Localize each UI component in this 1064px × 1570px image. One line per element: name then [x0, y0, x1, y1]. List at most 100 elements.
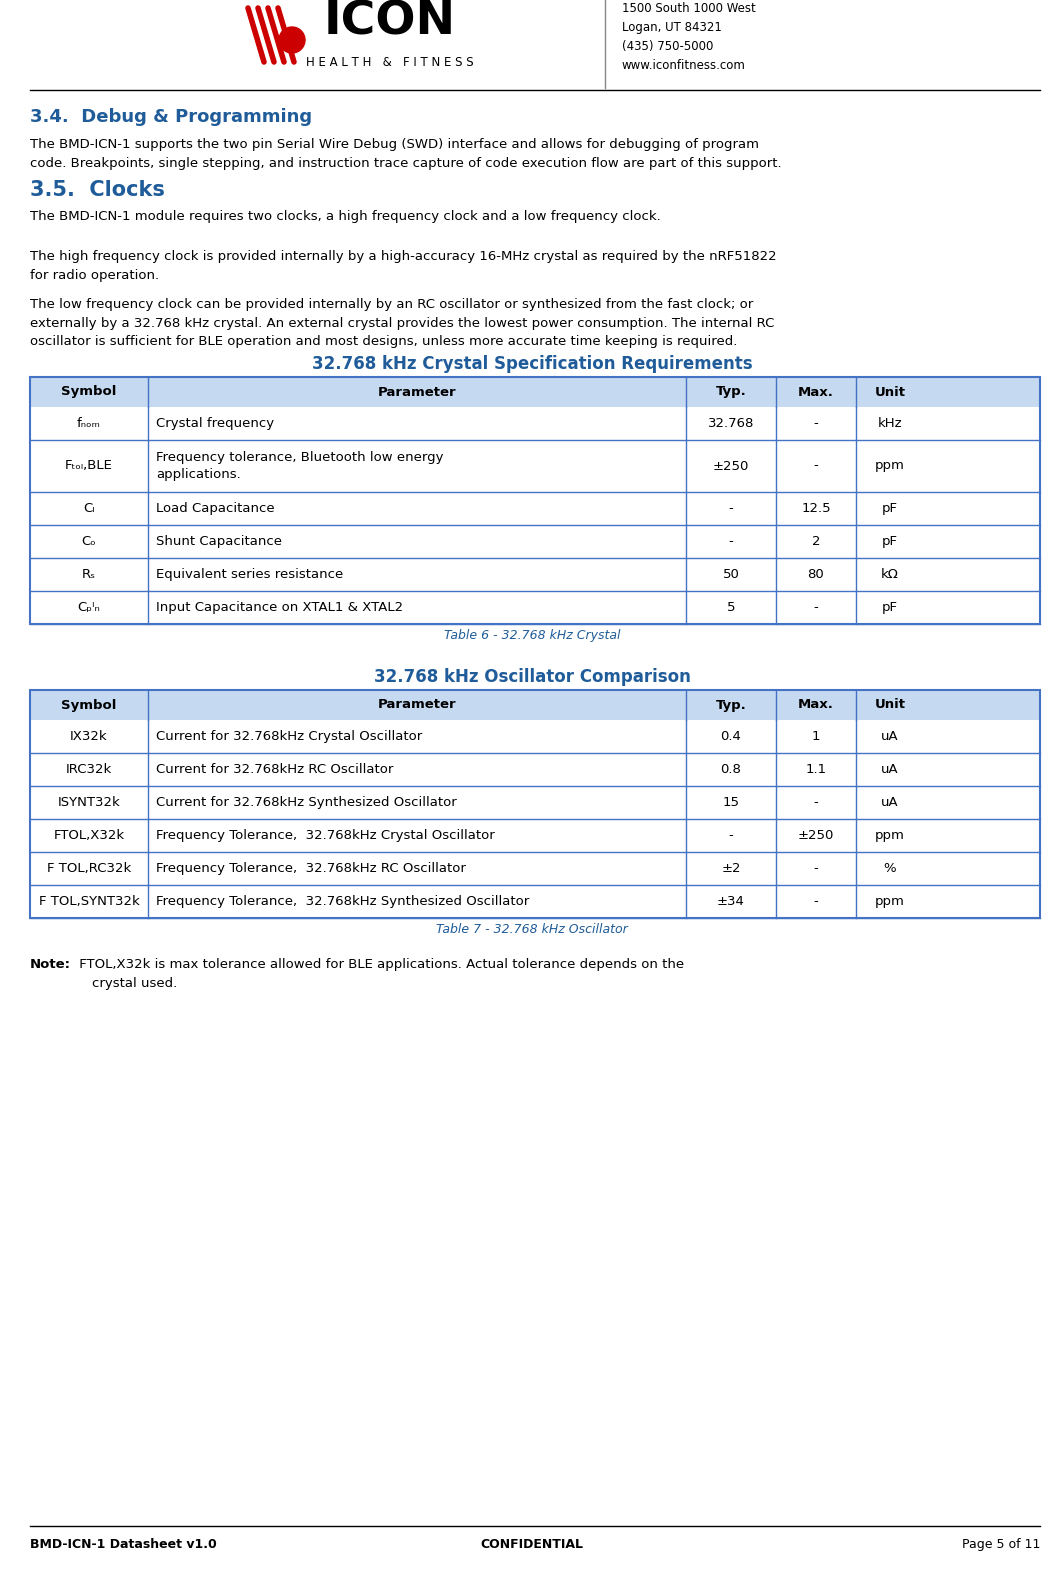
Text: Max.: Max. [798, 386, 834, 399]
Text: -: - [729, 535, 733, 548]
Text: BMD-ICN-1 Datasheet v1.0: BMD-ICN-1 Datasheet v1.0 [30, 1539, 217, 1551]
Text: 50: 50 [722, 568, 739, 581]
Text: Current for 32.768kHz Synthesized Oscillator: Current for 32.768kHz Synthesized Oscill… [156, 796, 456, 809]
Text: 15: 15 [722, 796, 739, 809]
Text: The BMD-ICN-1 supports the two pin Serial Wire Debug (SWD) interface and allows : The BMD-ICN-1 supports the two pin Seria… [30, 138, 782, 170]
Text: Current for 32.768kHz Crystal Oscillator: Current for 32.768kHz Crystal Oscillator [156, 730, 422, 743]
Text: 0.8: 0.8 [720, 763, 742, 776]
Text: Frequency tolerance, Bluetooth low energy
applications.: Frequency tolerance, Bluetooth low energ… [156, 451, 444, 480]
Text: Symbol: Symbol [62, 699, 117, 711]
Text: Note:: Note: [30, 958, 71, 970]
Text: The BMD-ICN-1 module requires two clocks, a high frequency clock and a low frequ: The BMD-ICN-1 module requires two clocks… [30, 210, 661, 223]
Circle shape [279, 27, 305, 53]
Text: -: - [814, 895, 818, 907]
Text: 3.5.  Clocks: 3.5. Clocks [30, 181, 165, 199]
Text: FTOL,X32k: FTOL,X32k [53, 829, 124, 842]
Text: pF: pF [882, 535, 898, 548]
Text: 1500 South 1000 West
Logan, UT 84321
(435) 750-5000
www.iconfitness.com: 1500 South 1000 West Logan, UT 84321 (43… [622, 2, 755, 72]
Bar [30, 377, 1040, 407]
Text: 1: 1 [812, 730, 820, 743]
Text: ±250: ±250 [713, 460, 749, 473]
Text: Unit: Unit [875, 699, 905, 711]
Text: The high frequency clock is provided internally by a high-accuracy 16-MHz crysta: The high frequency clock is provided int… [30, 250, 777, 281]
Text: -: - [814, 601, 818, 614]
Text: -: - [814, 418, 818, 430]
Text: Fₜₒₗ,BLE: Fₜₒₗ,BLE [65, 460, 113, 473]
Text: F TOL,SYNT32k: F TOL,SYNT32k [38, 895, 139, 907]
Bar [30, 491, 1040, 524]
Text: 1.1: 1.1 [805, 763, 827, 776]
Bar [30, 689, 1040, 721]
Bar [30, 557, 1040, 590]
Text: ±2: ±2 [721, 862, 741, 874]
Text: pF: pF [882, 502, 898, 515]
Bar [30, 820, 1040, 853]
Bar [30, 524, 1040, 557]
Text: Frequency Tolerance,  32.768kHz Synthesized Oscillator: Frequency Tolerance, 32.768kHz Synthesiz… [156, 895, 529, 907]
Bar [30, 885, 1040, 918]
Text: -: - [814, 862, 818, 874]
Text: Input Capacitance on XTAL1 & XTAL2: Input Capacitance on XTAL1 & XTAL2 [156, 601, 403, 614]
Text: Table 6 - 32.768 kHz Crystal: Table 6 - 32.768 kHz Crystal [444, 630, 620, 642]
Text: 32.768 kHz Crystal Specification Requirements: 32.768 kHz Crystal Specification Require… [312, 355, 752, 374]
Text: Page 5 of 11: Page 5 of 11 [962, 1539, 1040, 1551]
Text: ppm: ppm [875, 829, 905, 842]
Bar [30, 440, 1040, 491]
Text: Table 7 - 32.768 kHz Oscillator: Table 7 - 32.768 kHz Oscillator [436, 923, 628, 936]
Text: 0.4: 0.4 [720, 730, 742, 743]
Text: 2: 2 [812, 535, 820, 548]
Text: Symbol: Symbol [62, 386, 117, 399]
Bar [30, 590, 1040, 623]
Text: uA: uA [881, 796, 899, 809]
Text: FTOL,X32k is max tolerance allowed for BLE applications. Actual tolerance depend: FTOL,X32k is max tolerance allowed for B… [74, 958, 684, 989]
Text: Equivalent series resistance: Equivalent series resistance [156, 568, 344, 581]
Text: uA: uA [881, 763, 899, 776]
Text: ppm: ppm [875, 460, 905, 473]
Text: Typ.: Typ. [716, 386, 746, 399]
Text: 32.768 kHz Oscillator Comparison: 32.768 kHz Oscillator Comparison [373, 667, 691, 686]
Bar [30, 377, 1040, 623]
Text: Frequency Tolerance,  32.768kHz RC Oscillator: Frequency Tolerance, 32.768kHz RC Oscill… [156, 862, 466, 874]
Text: Crystal frequency: Crystal frequency [156, 418, 275, 430]
Bar [30, 689, 1040, 918]
Text: ICON: ICON [323, 0, 456, 44]
Text: 5: 5 [727, 601, 735, 614]
Text: Parameter: Parameter [378, 699, 456, 711]
Text: Typ.: Typ. [716, 699, 746, 711]
Text: The low frequency clock can be provided internally by an RC oscillator or synthe: The low frequency clock can be provided … [30, 298, 775, 349]
Text: IX32k: IX32k [70, 730, 107, 743]
Text: 12.5: 12.5 [801, 502, 831, 515]
Bar [30, 721, 1040, 754]
Text: Frequency Tolerance,  32.768kHz Crystal Oscillator: Frequency Tolerance, 32.768kHz Crystal O… [156, 829, 495, 842]
Text: Cₗ: Cₗ [83, 502, 95, 515]
Bar [30, 853, 1040, 885]
Text: -: - [729, 829, 733, 842]
Text: pF: pF [882, 601, 898, 614]
Text: kHz: kHz [878, 418, 902, 430]
Text: ppm: ppm [875, 895, 905, 907]
Text: Cₚᴵₙ: Cₚᴵₙ [78, 601, 100, 614]
Text: uA: uA [881, 730, 899, 743]
Bar [30, 407, 1040, 440]
Bar [30, 787, 1040, 820]
Bar [30, 754, 1040, 787]
Text: 3.4.  Debug & Programming: 3.4. Debug & Programming [30, 108, 312, 126]
Text: F TOL,RC32k: F TOL,RC32k [47, 862, 131, 874]
Text: -: - [729, 502, 733, 515]
Text: 32.768: 32.768 [708, 418, 754, 430]
Text: CONFIDENTIAL: CONFIDENTIAL [481, 1539, 583, 1551]
Text: %: % [884, 862, 896, 874]
Text: Unit: Unit [875, 386, 905, 399]
Text: Current for 32.768kHz RC Oscillator: Current for 32.768kHz RC Oscillator [156, 763, 394, 776]
Text: ±34: ±34 [717, 895, 745, 907]
Text: ISYNT32k: ISYNT32k [57, 796, 120, 809]
Text: Rₛ: Rₛ [82, 568, 96, 581]
Text: Load Capacitance: Load Capacitance [156, 502, 275, 515]
Text: kΩ: kΩ [881, 568, 899, 581]
Text: 80: 80 [808, 568, 825, 581]
Text: Shunt Capacitance: Shunt Capacitance [156, 535, 282, 548]
Text: H E A L T H   &   F I T N E S S: H E A L T H & F I T N E S S [306, 55, 473, 69]
Text: Max.: Max. [798, 699, 834, 711]
Text: Cₒ: Cₒ [82, 535, 97, 548]
Text: Parameter: Parameter [378, 386, 456, 399]
